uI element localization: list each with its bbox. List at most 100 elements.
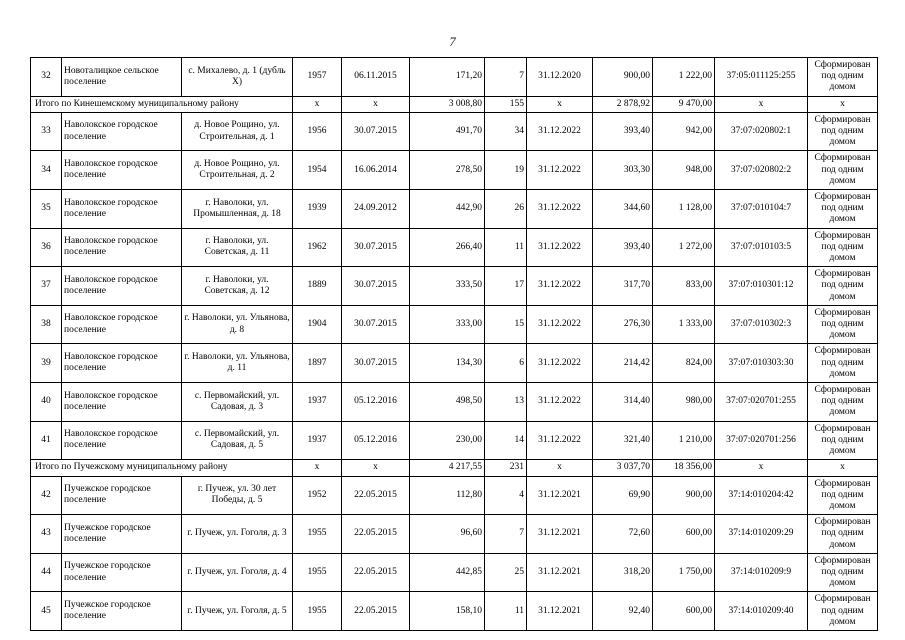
cell-address: д. Новое Рощино, ул. Строительная, д. 1 [181, 111, 293, 152]
cell-year: 1955 [292, 514, 342, 554]
cell-v1: 69,90 [592, 475, 653, 516]
cell-v1: 321,40 [592, 420, 653, 461]
cell-apartments: 19 [484, 150, 527, 191]
cell-address: г. Пучеж, ул. Гоголя, д. 4 [181, 552, 293, 593]
table-row: 44 Пучежское городское поселение г. Пучеж,… [30, 552, 878, 593]
cell-deadline: 31.12.2022 [526, 189, 593, 229]
cell-v2: 18 356,00 [652, 459, 715, 477]
cell-apartments: 7 [484, 57, 527, 97]
registry-table-body: 32 Новоталицкое сельское поселение с. Миха… [30, 57, 878, 631]
cell-settlement: Пучежское городское поселение [61, 591, 182, 631]
cell-area: 442,85 [409, 552, 485, 593]
cell-settlement: Наволокское городское поселение [61, 420, 182, 461]
cell-year: 1904 [292, 304, 342, 345]
cell-v1: 303,30 [592, 150, 653, 191]
cell-reg-date: х [341, 459, 410, 477]
cell-cadastral: 37:14:010209:29 [714, 514, 808, 554]
cell-num: 42 [30, 475, 62, 516]
cell-subtotal-label: Итого по Кинешемскому муниципальному рай… [30, 95, 293, 113]
cell-cadastral: 37:07:010103:5 [714, 227, 808, 268]
cell-cadastral: 37:07:010302:3 [714, 304, 808, 345]
cell-reg-date: 05.12.2016 [341, 420, 410, 461]
cell-num: 45 [30, 591, 62, 631]
cell-settlement: Наволокское городское поселение [61, 189, 182, 229]
cell-year: 1937 [292, 382, 342, 422]
cell-apartments: 15 [484, 304, 527, 345]
cell-num: 33 [30, 111, 62, 152]
cell-address: г. Наволоки, ул. Ульянова, д. 11 [181, 343, 293, 384]
cell-year: 1954 [292, 150, 342, 191]
cell-num: 35 [30, 189, 62, 229]
table-row: 45 Пучежское городское поселение г. Пучеж,… [30, 591, 878, 631]
cell-apartments: 26 [484, 189, 527, 229]
cell-status: Сформирован под одним домом [807, 304, 878, 345]
cell-status: Сформирован под одним домом [807, 475, 878, 516]
cell-v2: 824,00 [652, 343, 715, 384]
cell-area: 230,00 [409, 420, 485, 461]
table-row: 41 Наволокское городское поселение с. Перв… [30, 420, 878, 461]
page-number: 7 [449, 34, 456, 49]
cell-reg-date: х [341, 95, 410, 113]
cell-area: 333,00 [409, 304, 485, 345]
cell-subtotal-label: Итого по Пучежскому муниципальному район… [30, 459, 293, 477]
cell-v1: 2 878,92 [592, 95, 653, 113]
cell-deadline: 31.12.2022 [526, 111, 593, 152]
cell-reg-date: 30.07.2015 [341, 111, 410, 152]
cell-status: Сформирован под одним домом [807, 189, 878, 229]
cell-reg-date: 30.07.2015 [341, 304, 410, 345]
cell-v1: 393,40 [592, 111, 653, 152]
table-row: 36 Наволокское городское поселение г. Наво… [30, 227, 878, 268]
cell-deadline: 31.12.2021 [526, 552, 593, 593]
table-row: 40 Наволокское городское поселение с. Перв… [30, 382, 878, 422]
cell-cadastral: 37:07:020701:256 [714, 420, 808, 461]
cell-status: Сформирован под одним домом [807, 57, 878, 97]
cell-deadline: 31.12.2021 [526, 514, 593, 554]
housing-registry-table: 32 Новоталицкое сельское поселение с. Миха… [30, 57, 878, 631]
cell-apartments: 14 [484, 420, 527, 461]
cell-num: 40 [30, 382, 62, 422]
cell-year: х [292, 459, 342, 477]
cell-cadastral: 37:14:010209:9 [714, 552, 808, 593]
cell-year: х [292, 95, 342, 113]
cell-v2: 900,00 [652, 475, 715, 516]
cell-area: 266,40 [409, 227, 485, 268]
cell-settlement: Наволокское городское поселение [61, 111, 182, 152]
subtotal-row: Итого по Кинешемскому муниципальному рай… [30, 95, 878, 113]
table-row: 37 Наволокское городское поселение г. Наво… [30, 266, 878, 306]
cell-reg-date: 16.06.2014 [341, 150, 410, 191]
cell-year: 1939 [292, 189, 342, 229]
cell-status: Сформирован под одним домом [807, 591, 878, 631]
cell-address: с. Михалево, д. 1 (дубль Х) [181, 57, 293, 97]
cell-reg-date: 22.05.2015 [341, 514, 410, 554]
cell-year: 1937 [292, 420, 342, 461]
cell-status: Сформирован под одним домом [807, 514, 878, 554]
cell-address: г. Наволоки, ул. Промышленная, д. 18 [181, 189, 293, 229]
cell-reg-date: 30.07.2015 [341, 266, 410, 306]
cell-status: Сформирован под одним домом [807, 266, 878, 306]
cell-v1: 344,60 [592, 189, 653, 229]
cell-v1: 900,00 [592, 57, 653, 97]
cell-num: 37 [30, 266, 62, 306]
cell-apartments: 17 [484, 266, 527, 306]
cell-deadline: 31.12.2022 [526, 150, 593, 191]
cell-apartments: 4 [484, 475, 527, 516]
cell-area: 3 008,80 [409, 95, 485, 113]
cell-year: 1897 [292, 343, 342, 384]
cell-status: Сформирован под одним домом [807, 343, 878, 384]
cell-v2: 948,00 [652, 150, 715, 191]
cell-apartments: 6 [484, 343, 527, 384]
cell-v2: 833,00 [652, 266, 715, 306]
cell-num: 41 [30, 420, 62, 461]
cell-v2: 600,00 [652, 514, 715, 554]
cell-reg-date: 30.07.2015 [341, 343, 410, 384]
cell-status: Сформирован под одним домом [807, 150, 878, 191]
cell-cadastral: х [714, 459, 808, 477]
cell-cadastral: 37:07:020802:2 [714, 150, 808, 191]
cell-address: г. Пучеж, ул. 30 лет Победы, д. 5 [181, 475, 293, 516]
cell-address: с. Первомайский, ул. Садовая, д. 5 [181, 420, 293, 461]
cell-settlement: Наволокское городское поселение [61, 343, 182, 384]
cell-deadline: 31.12.2022 [526, 382, 593, 422]
cell-cadastral: 37:07:020802:1 [714, 111, 808, 152]
cell-cadastral: 37:07:010301:12 [714, 266, 808, 306]
cell-v2: 600,00 [652, 591, 715, 631]
